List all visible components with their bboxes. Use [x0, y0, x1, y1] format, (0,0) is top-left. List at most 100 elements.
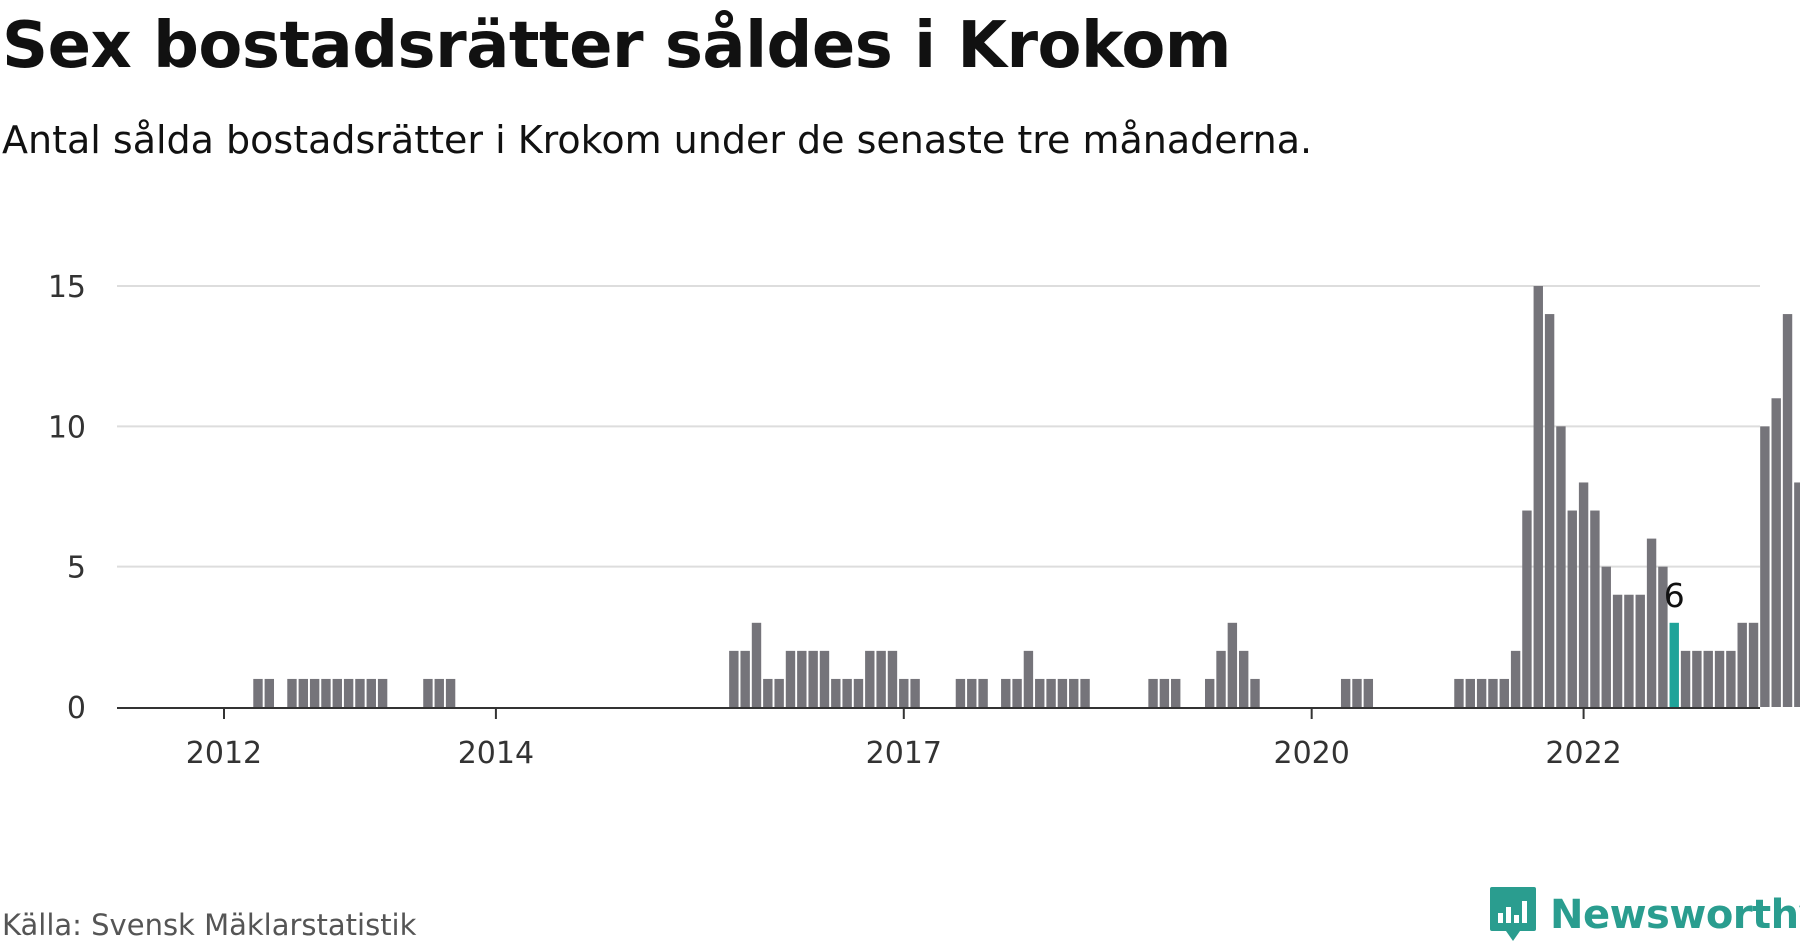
bar	[763, 678, 773, 707]
bar	[1794, 482, 1800, 707]
highlight-value-label: 6	[1664, 576, 1685, 615]
bar	[1159, 678, 1170, 707]
bar	[1658, 566, 1668, 707]
bars	[253, 286, 1800, 707]
newsworthy-logo-icon	[1490, 887, 1536, 941]
bar	[1035, 678, 1045, 707]
source-note: Källa: Svensk Mäklarstatistik	[2, 908, 417, 942]
bar	[1476, 678, 1487, 707]
bar	[1205, 678, 1215, 707]
y-axis-ticks: 0 5 10 15	[48, 270, 86, 726]
bar	[1590, 510, 1600, 707]
bar	[253, 678, 263, 707]
bar	[1227, 622, 1238, 707]
bar-highlight	[1669, 622, 1679, 707]
bar	[1737, 622, 1747, 707]
x-tick-label: 2014	[458, 736, 534, 771]
bar	[1340, 678, 1351, 707]
bar	[1057, 678, 1068, 707]
bar	[1646, 538, 1657, 707]
bar	[1533, 286, 1543, 707]
bar	[899, 678, 909, 707]
brand-name: Newsworthy	[1550, 892, 1800, 938]
bar	[434, 678, 444, 707]
bar	[1363, 678, 1374, 707]
bar	[1352, 678, 1362, 707]
bar	[1578, 482, 1589, 707]
bar	[1499, 678, 1509, 707]
bar	[1771, 398, 1781, 707]
x-tick-label: 2012	[186, 736, 262, 771]
bar	[853, 678, 864, 707]
bar	[1703, 650, 1713, 707]
bar	[1726, 650, 1736, 707]
bar	[366, 678, 376, 707]
bar	[774, 678, 784, 707]
bar	[343, 678, 354, 707]
bar	[1148, 678, 1158, 707]
bar	[264, 678, 275, 707]
bar	[1488, 678, 1498, 707]
x-tick-label: 2017	[866, 736, 942, 771]
bar	[955, 678, 966, 707]
bar	[1714, 650, 1725, 707]
bar	[1624, 594, 1634, 707]
bar	[797, 650, 807, 707]
bar	[842, 678, 852, 707]
bar	[1080, 678, 1090, 707]
bar	[1465, 678, 1475, 707]
bar	[1567, 510, 1577, 707]
bar	[1522, 510, 1532, 707]
bar	[831, 678, 841, 707]
bar	[740, 650, 750, 707]
bar	[332, 678, 342, 707]
bar	[298, 678, 308, 707]
bar	[910, 678, 920, 707]
bar	[423, 678, 433, 707]
bar	[876, 650, 886, 707]
bar	[1601, 566, 1611, 707]
bar	[1556, 426, 1566, 707]
y-tick-label: 10	[48, 410, 86, 445]
bar	[1238, 650, 1249, 707]
bar	[1748, 622, 1759, 707]
x-axis-ticks: 2012 2014 2017 2020 2022	[186, 708, 1622, 771]
y-tick-label: 5	[67, 551, 86, 586]
bar	[1635, 594, 1645, 707]
bar	[1023, 650, 1034, 707]
bar	[1782, 314, 1793, 707]
bar	[321, 678, 331, 707]
annotations: 6	[1664, 576, 1685, 615]
bar	[377, 678, 388, 707]
bar	[287, 678, 297, 707]
bar	[1216, 650, 1226, 707]
bar	[751, 622, 762, 707]
bar	[445, 678, 456, 707]
bar	[978, 678, 988, 707]
x-tick-label: 2020	[1273, 736, 1349, 771]
x-tick-label: 2022	[1545, 736, 1621, 771]
bar	[1046, 678, 1056, 707]
bar	[1692, 650, 1702, 707]
bar	[1510, 650, 1521, 707]
bar	[1001, 678, 1011, 707]
bar	[808, 650, 818, 707]
bar	[1069, 678, 1079, 707]
bar	[865, 650, 875, 707]
bar	[1544, 314, 1555, 707]
gridlines	[117, 285, 1760, 568]
bar	[1454, 678, 1464, 707]
y-tick-label: 15	[48, 270, 86, 305]
y-tick-label: 0	[67, 691, 86, 726]
bar	[1250, 678, 1260, 707]
bar	[1760, 426, 1770, 707]
bar	[309, 678, 320, 707]
bar	[887, 650, 898, 707]
chart-title: Sex bostadsrätter såldes i Krokom	[2, 9, 1231, 83]
bar	[1012, 678, 1022, 707]
bar	[729, 650, 739, 707]
chart-subtitle: Antal sålda bostadsrätter i Krokom under…	[2, 118, 1313, 162]
bar	[355, 678, 365, 707]
bar	[819, 650, 830, 707]
bar	[1680, 650, 1691, 707]
